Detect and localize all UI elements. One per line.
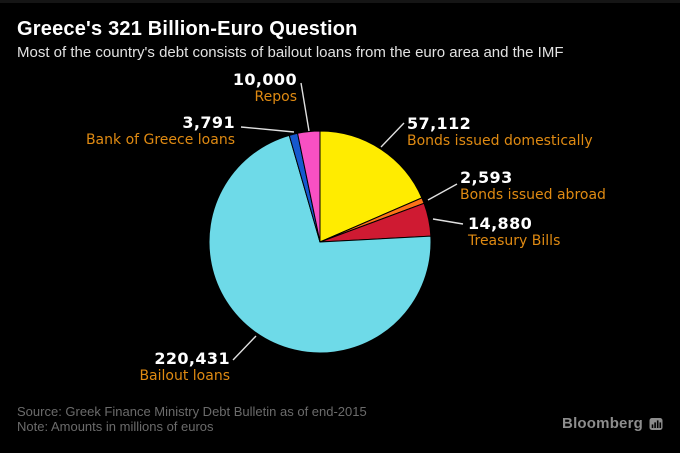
callout-bonds-abroad-label: Bonds issued abroad	[460, 187, 606, 203]
leader-line-repos	[300, 82, 310, 132]
callout-bailout-loans: 220,431 Bailout loans	[139, 350, 230, 385]
callout-treasury-bills-label: Treasury Bills	[468, 233, 561, 249]
callout-bonds-domestic-label: Bonds issued domestically	[407, 133, 593, 149]
bloomberg-mark-icon	[649, 417, 663, 430]
callout-bank-of-greece-value: 3,791	[182, 113, 235, 132]
leader-line-bonds-abroad	[427, 183, 458, 201]
bloomberg-logo: Bloomberg	[562, 415, 663, 432]
callout-bailout-loans-value: 220,431	[154, 349, 230, 368]
footnotes: Source: Greek Finance Ministry Debt Bull…	[17, 404, 367, 434]
leader-lines	[232, 82, 464, 361]
leader-line-bonds-domestic	[380, 122, 405, 148]
callout-treasury-bills-value: 14,880	[468, 214, 533, 233]
callout-bonds-abroad-value: 2,593	[460, 168, 513, 187]
callout-repos-value: 10,000	[232, 70, 297, 89]
pie-slice-repos	[296, 130, 321, 243]
top-border	[0, 0, 680, 3]
callout-bonds-domestic-value: 57,112	[407, 114, 472, 133]
chart-subtitle: Most of the country's debt consists of b…	[17, 44, 564, 61]
leader-line-bailout-loans	[232, 335, 257, 361]
leader-line-treasury-bills	[432, 218, 464, 225]
bloomberg-wordmark: Bloomberg	[562, 415, 643, 432]
callout-repos-label: Repos	[254, 89, 297, 105]
callout-bonds-domestic: 57,112 Bonds issued domestically	[407, 115, 593, 150]
source-text: Source: Greek Finance Ministry Debt Bull…	[17, 404, 367, 419]
pie-slice-bailout-loans	[208, 134, 432, 354]
callout-bank-of-greece: 3,791 Bank of Greece loans	[86, 114, 235, 149]
callout-bonds-abroad: 2,593 Bonds issued abroad	[460, 169, 606, 204]
chart-title: Greece's 321 Billion-Euro Question	[17, 18, 358, 40]
callout-treasury-bills: 14,880 Treasury Bills	[468, 215, 560, 250]
pie-slice-bonds-issued-domestically	[319, 130, 423, 243]
callout-repos: 10,000 Repos	[233, 71, 297, 106]
callout-bank-of-greece-label: Bank of Greece loans	[85, 132, 235, 148]
note-text: Note: Amounts in millions of euros	[17, 419, 214, 434]
leader-line-bank-of-greece	[240, 126, 295, 133]
callout-bailout-loans-label: Bailout loans	[139, 368, 230, 384]
pie-slices	[208, 130, 432, 354]
